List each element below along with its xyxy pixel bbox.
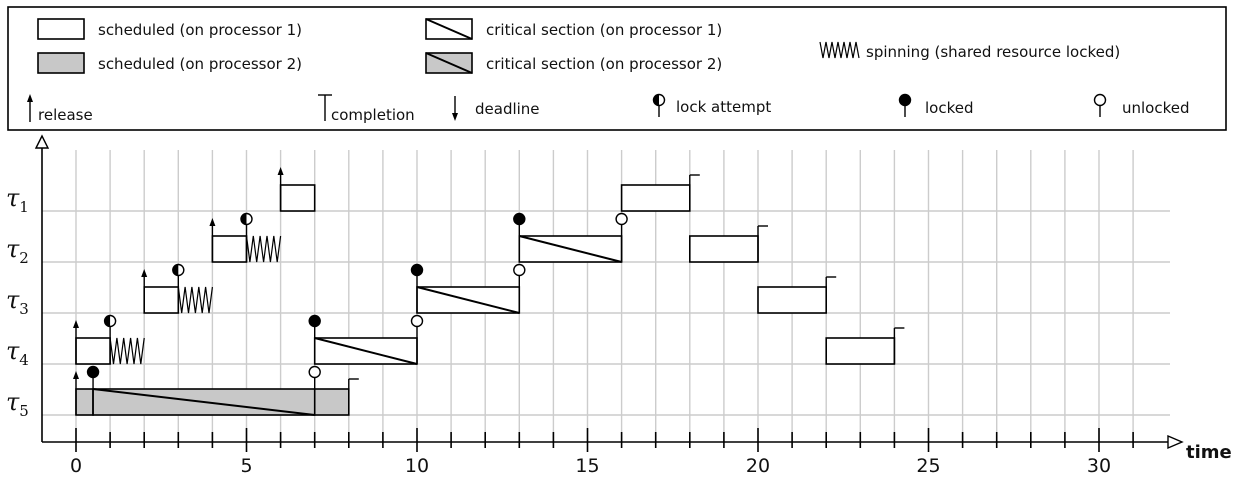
unlocked-marker <box>615 212 628 226</box>
x-tick-label: 5 <box>240 455 252 477</box>
task-row-t5 <box>73 365 359 416</box>
critical-section-diagonal <box>416 286 520 314</box>
x-axis-title: time <box>1186 442 1232 463</box>
legend-critical-p2-swatch <box>425 52 473 74</box>
scheduled-block <box>757 286 827 314</box>
legend-spinning-label: spinning (shared resource locked) <box>866 43 1120 61</box>
task-label-t4: τ4 <box>6 337 29 369</box>
axes: 0 5 10 15 20 25 30 time <box>34 134 1232 477</box>
x-tick-label: 20 <box>746 455 770 477</box>
scheduled-block <box>313 388 350 416</box>
legend-critical-p1-label: critical section (on processor 1) <box>486 21 722 39</box>
legend-unlocked-icon <box>1093 93 1107 117</box>
x-tick-label: 30 <box>1087 455 1111 477</box>
release-arrow-head <box>141 269 148 277</box>
release-arrow-head <box>73 371 79 379</box>
x-tick-label: 0 <box>70 455 82 477</box>
scheduled-block <box>688 235 759 263</box>
legend-release-label: release <box>38 106 93 124</box>
task-row-t3 <box>141 263 837 314</box>
spinning-zigzag <box>177 286 213 314</box>
legend-frame <box>7 6 1227 131</box>
task-row-t1 <box>277 167 700 212</box>
locked-marker <box>308 314 321 328</box>
scheduled-block <box>75 337 111 365</box>
task-row-t4 <box>73 314 905 365</box>
critical-section-diagonal <box>314 337 418 365</box>
legend-spinning-icon <box>819 41 860 59</box>
legend-locked-icon <box>898 93 912 117</box>
locked-marker <box>410 263 424 277</box>
legend-scheduled-p1-label: scheduled (on processor 1) <box>98 21 302 39</box>
spinning-zigzag <box>245 235 282 263</box>
legend-scheduled-p2-label: scheduled (on processor 2) <box>98 55 302 73</box>
legend-lock-attempt-label: lock attempt <box>676 98 771 116</box>
legend: scheduled (on processor 1) scheduled (on… <box>7 6 1227 131</box>
unlocked-marker <box>308 365 321 379</box>
y-axis-arrow <box>34 134 50 149</box>
legend-release-icon <box>27 94 33 122</box>
legend-critical-p2-label: critical section (on processor 2) <box>486 55 722 73</box>
scheduled-block <box>825 337 896 365</box>
critical-section-diagonal <box>519 235 622 263</box>
release-arrow-head <box>73 320 79 328</box>
x-axis-arrow <box>1167 434 1184 450</box>
task-label-t1: τ1 <box>6 184 29 216</box>
task-label-t5: τ5 <box>6 388 29 420</box>
x-tick-label: 25 <box>916 455 940 477</box>
legend-completion-label: completion <box>331 106 415 124</box>
scheduled-block <box>143 286 180 314</box>
release-arrow-head <box>209 218 216 226</box>
unlocked-marker <box>513 263 526 277</box>
locked-marker <box>86 365 100 379</box>
legend-unlocked-label: unlocked <box>1122 99 1190 117</box>
legend-lock-attempt-icon <box>652 93 666 117</box>
unlocked-marker <box>410 314 424 328</box>
locked-marker <box>513 212 526 226</box>
task-label-t3: τ3 <box>6 286 29 318</box>
scheduled-block <box>620 184 691 212</box>
legend-deadline-label: deadline <box>475 100 540 118</box>
legend-scheduled-p2-swatch <box>37 52 85 74</box>
schedule-jobs <box>73 167 905 416</box>
scheduled-block <box>279 184 316 212</box>
x-tick-label: 15 <box>575 455 599 477</box>
critical-section-diagonal <box>92 388 315 416</box>
legend-scheduled-p1-swatch <box>37 18 85 40</box>
spinning-zigzag <box>109 337 145 365</box>
scheduled-block <box>75 388 94 416</box>
legend-deadline-icon <box>452 96 458 121</box>
lock-attempt-half <box>241 213 247 225</box>
task-row-t2 <box>209 212 768 263</box>
lock-attempt-half <box>172 264 179 276</box>
scheduled-block <box>211 235 248 263</box>
legend-completion-icon <box>318 94 332 121</box>
release-arrow-head <box>277 167 284 175</box>
task-labels: τ1 τ2 τ3 τ4 τ5 <box>6 184 29 420</box>
x-tick-label: 10 <box>405 455 429 477</box>
legend-locked-label: locked <box>925 99 974 117</box>
lock-attempt-half <box>104 315 111 327</box>
task-label-t2: τ2 <box>6 235 29 267</box>
legend-critical-p1-swatch <box>425 18 473 40</box>
